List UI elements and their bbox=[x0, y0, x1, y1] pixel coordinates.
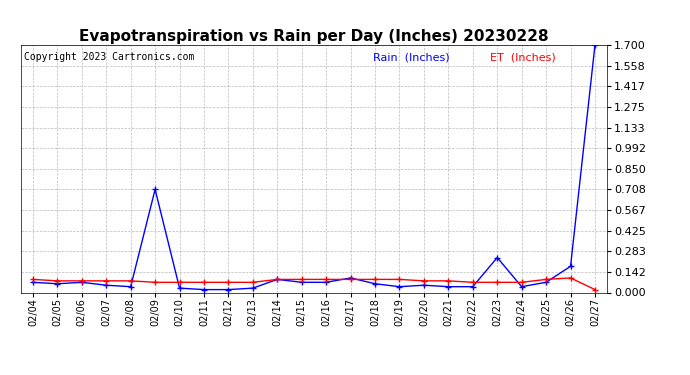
Title: Evapotranspiration vs Rain per Day (Inches) 20230228: Evapotranspiration vs Rain per Day (Inch… bbox=[79, 29, 549, 44]
Text: ET  (Inches): ET (Inches) bbox=[490, 53, 555, 62]
Text: Rain  (Inches): Rain (Inches) bbox=[373, 53, 449, 62]
Text: Copyright 2023 Cartronics.com: Copyright 2023 Cartronics.com bbox=[23, 53, 194, 62]
